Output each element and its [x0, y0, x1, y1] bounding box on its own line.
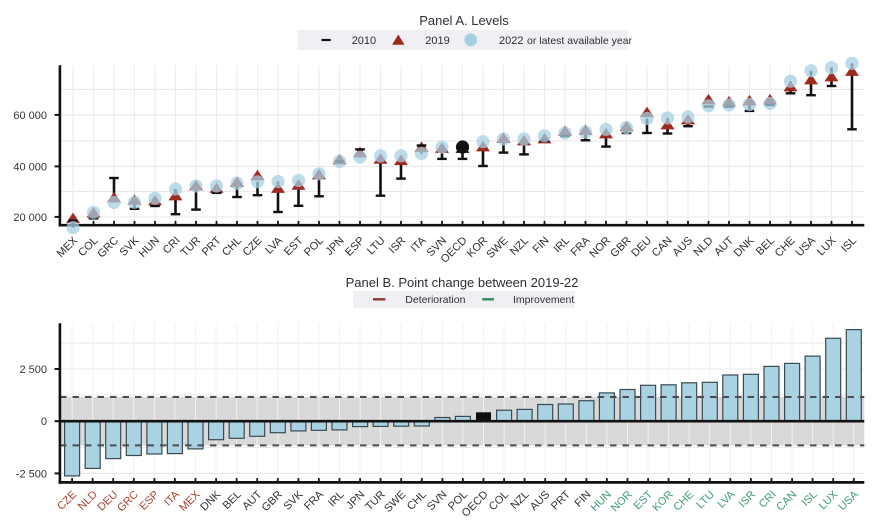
svg-text:2022: 2022	[499, 35, 523, 47]
svg-text:2019: 2019	[425, 35, 449, 47]
svg-text:Panel A. Levels: Panel A. Levels	[419, 13, 509, 28]
svg-text:Deterioration: Deterioration	[405, 294, 465, 306]
svg-text:60 000: 60 000	[13, 110, 47, 122]
svg-text:0: 0	[41, 416, 47, 428]
svg-text:20 000: 20 000	[13, 212, 47, 224]
svg-text:or latest available year: or latest available year	[527, 35, 633, 47]
svg-text:2 500: 2 500	[19, 364, 47, 376]
svg-text:Improvement: Improvement	[513, 294, 574, 306]
svg-text:Panel B. Point change between: Panel B. Point change between 2019-22	[346, 275, 579, 290]
svg-text:2010: 2010	[352, 35, 376, 47]
svg-text:40 000: 40 000	[13, 161, 47, 173]
svg-text:-2 500: -2 500	[16, 468, 47, 480]
